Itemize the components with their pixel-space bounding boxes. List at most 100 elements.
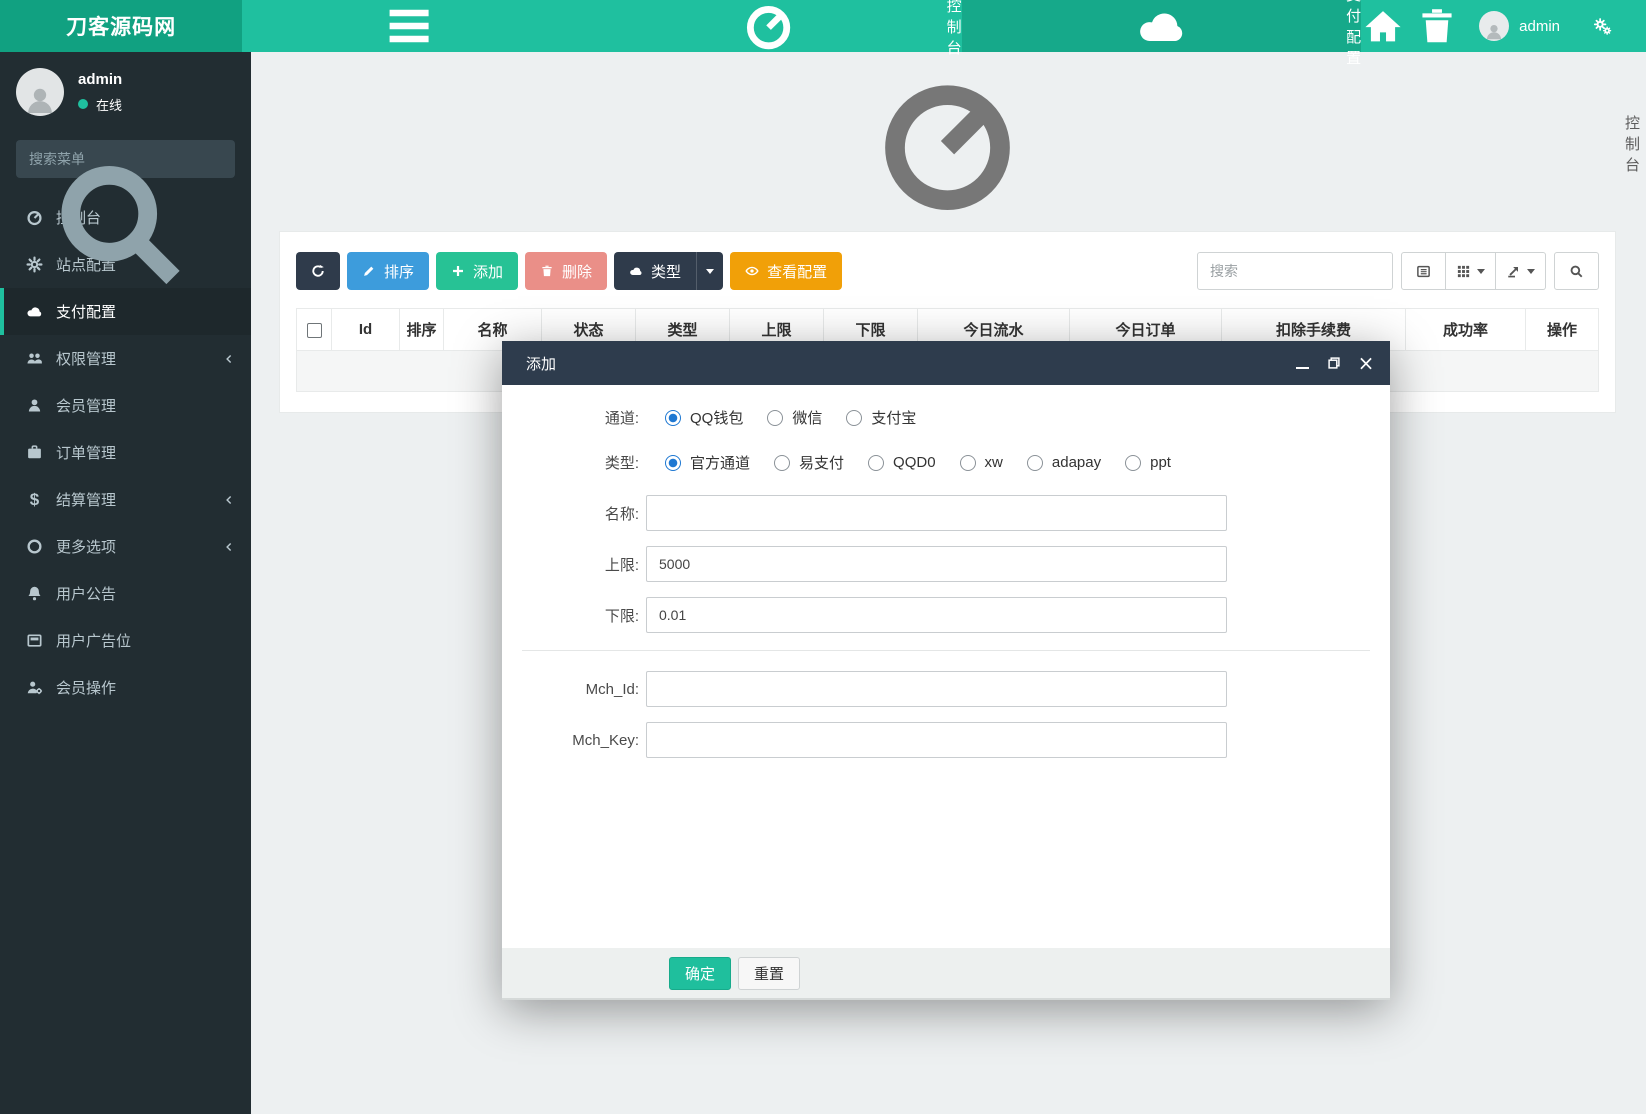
name-input[interactable] [646,495,1227,531]
type-dropdown-toggle[interactable] [696,252,724,290]
pagination-toggle-button[interactable] [1401,252,1446,290]
close-icon: × [1357,351,1375,375]
sidebar-item-label: 权限管理 [56,351,117,368]
sidebar-item-label: 站点配置 [56,257,117,274]
brand-logo: 刀客源码网 [0,0,243,52]
sidebar-item-permissions[interactable]: 权限管理 [0,335,251,382]
radio-label: QQD0 [893,454,936,471]
column-header-actions: 操作 [1525,308,1599,351]
radio-label: 易支付 [799,455,845,472]
navbar-item-label: 控制台 [946,0,962,57]
channel-option-alipay[interactable]: 支付宝 [846,407,916,428]
channel-radio-qq-wallet[interactable] [665,409,681,426]
column-header-success-rate: 成功率 [1405,308,1526,351]
briefcase-icon [26,444,43,461]
avatar [1479,11,1510,41]
home-button[interactable] [1361,0,1405,52]
close-button[interactable]: × [1357,351,1375,375]
sidebar-item-settlement[interactable]: $ 结算管理 [0,476,251,523]
sidebar-item-orders[interactable]: 订单管理 [0,429,251,476]
chevron-left-icon [223,541,235,553]
type-radio-qqd0[interactable] [868,454,885,471]
sidebar-item-label: 更多选项 [56,539,117,556]
lower-limit-input[interactable] [646,597,1227,633]
type-radio-yipay[interactable] [774,454,791,471]
plus-icon [451,264,465,278]
user-name: admin [1519,17,1560,35]
reset-button[interactable]: 重置 [738,956,801,990]
columns-button[interactable] [1446,252,1496,290]
sidebar-item-member-operations[interactable]: 会员操作 [0,664,251,711]
view-config-button[interactable]: 查看配置 [730,252,843,290]
sidebar-search-input[interactable] [16,140,235,178]
sidebar-toggle-button[interactable] [242,0,576,52]
sidebar-item-site-config[interactable]: 站点配置 [0,241,251,288]
mch-id-input[interactable] [646,671,1227,707]
sidebar-item-label: 结算管理 [56,492,117,509]
type-option-qqd0[interactable]: QQD0 [868,454,936,471]
radio-label: adapay [1051,454,1102,471]
maximize-button[interactable] [1326,355,1342,371]
sidebar-user-name: admin [78,70,123,88]
type-radio-adapay[interactable] [1026,454,1043,471]
sidebar-item-more-options[interactable]: 更多选项 [0,523,251,570]
type-radio-official[interactable] [665,454,681,471]
trash-button[interactable] [1415,0,1459,52]
type-option-ppt[interactable]: ppt [1125,454,1171,471]
sidebar-item-payment-config[interactable]: 支付配置 [0,288,251,335]
select-all-checkbox[interactable] [306,322,322,338]
channel-option-wechat[interactable]: 微信 [767,407,822,428]
refresh-button[interactable] [296,252,340,290]
type-option-xw[interactable]: xw [959,454,1003,471]
navbar-item-dashboard[interactable]: 控制台 [576,0,962,57]
mch-key-input[interactable] [646,722,1227,758]
dialog-header: 添加 × [502,341,1390,385]
type-option-yipay[interactable]: 易支付 [774,452,844,473]
minimize-button[interactable] [1294,355,1310,371]
navbar-menu: 控制台 支付配置 [242,0,1361,67]
type-button[interactable]: 类型 [614,252,697,290]
type-field-row: 类型: 官方通道 易支付 QQD0 [502,450,1390,475]
dashboard-icon [279,68,1616,218]
avatar [16,68,64,116]
table-toolbar: 排序 添加 删除 类型 [296,252,1599,290]
toolbar-left: 排序 添加 删除 类型 [296,252,843,290]
user-menu[interactable]: admin [1469,11,1570,41]
type-radio-ppt[interactable] [1125,454,1142,471]
dialog-title: 添加 [526,355,557,373]
mch-key-field-row: Mch_Key: [502,722,1390,758]
settings-button[interactable] [1580,0,1624,52]
select-all-header [296,308,332,351]
type-option-adapay[interactable]: adapay [1026,454,1102,471]
hamburger-icon [265,0,553,52]
mch-id-label: Mch_Id: [585,680,639,698]
search-button[interactable] [1554,252,1599,290]
sidebar-item-members[interactable]: 会员管理 [0,382,251,429]
top-navbar: 刀客源码网 控制台 支付配置 admin [0,0,1646,67]
lower-limit-field-row: 下限: [502,597,1390,633]
type-radio-xw[interactable] [959,454,976,471]
confirm-button[interactable]: 确定 [669,956,732,990]
delete-button[interactable]: 删除 [525,252,608,290]
sidebar-item-user-announcement[interactable]: 用户公告 [0,570,251,617]
sidebar-item-user-ads[interactable]: 用户广告位 [0,617,251,664]
pencil-icon [362,264,376,278]
type-option-official[interactable]: 官方通道 [665,452,750,473]
sidebar-search-button[interactable] [16,150,225,300]
refresh-icon [311,264,325,278]
channel-label: 通道: [604,410,639,427]
sidebar-item-label: 会员管理 [56,398,117,415]
add-dialog: 添加 × 通道: QQ钱包 微信 [502,341,1390,1000]
table-search-input[interactable] [1197,252,1393,290]
dialog-window-controls: × [1294,351,1375,375]
add-button[interactable]: 添加 [436,252,519,290]
upper-limit-input[interactable] [646,546,1227,582]
navbar-item-payment-config[interactable]: 支付配置 [961,0,1361,67]
channel-radio-wechat[interactable] [767,409,784,426]
sort-button[interactable]: 排序 [347,252,430,290]
export-button[interactable] [1496,252,1546,290]
radio-label: ppt [1150,454,1171,471]
channel-radio-alipay[interactable] [846,409,863,426]
channel-option-qq-wallet[interactable]: QQ钱包 [665,407,743,428]
